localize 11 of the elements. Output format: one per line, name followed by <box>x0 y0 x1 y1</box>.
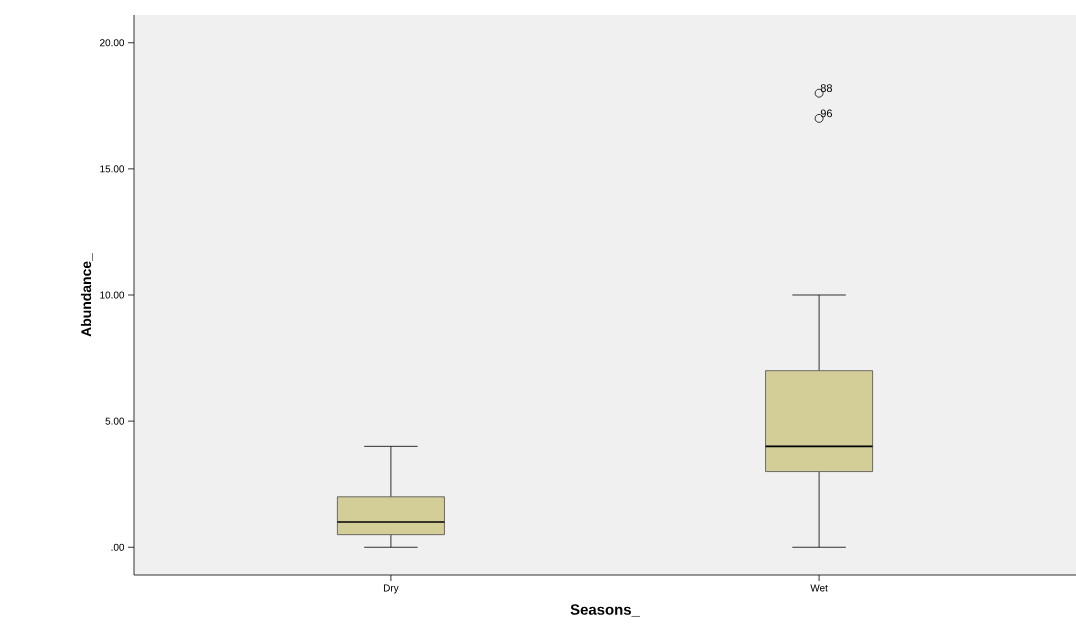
y-tick-label: .00 <box>111 543 125 551</box>
annotation: 96 <box>820 109 832 118</box>
annotation: 88 <box>820 84 832 92</box>
y-tick-label: 20.00 <box>100 39 125 47</box>
x-axis-title: Seasons_ <box>570 604 641 617</box>
x-tick-label: Wet <box>810 584 828 592</box>
y-axis-title: Abundance_ <box>80 253 93 337</box>
y-tick-label: 5.00 <box>105 417 125 425</box>
y-tick-label: 15.00 <box>100 165 125 173</box>
y-tick-label: 10.00 <box>100 291 125 299</box>
x-tick-label: Dry <box>383 584 399 594</box>
